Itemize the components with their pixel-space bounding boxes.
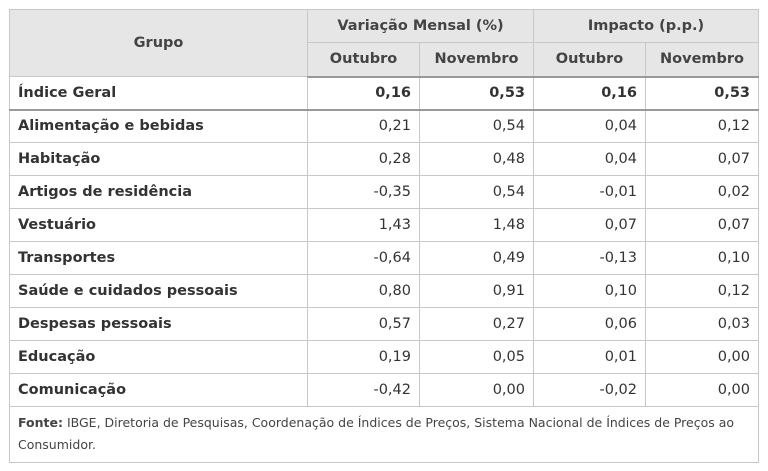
cell-variation-november: 0,27 bbox=[419, 307, 534, 341]
cell-variation-november: 0,49 bbox=[419, 241, 534, 275]
cell-impact-november: 0,03 bbox=[644, 307, 760, 341]
cell-variation-october: -0,35 bbox=[307, 175, 420, 209]
cell-impact-october: 0,16 bbox=[533, 76, 646, 111]
table-row: Vestuário 1,43 1,48 0,07 0,07 bbox=[9, 208, 760, 242]
source-row: Fonte: IBGE, Diretoria de Pesquisas, Coo… bbox=[8, 406, 760, 463]
cell-variation-october: 0,21 bbox=[307, 109, 420, 143]
cell-variation-november: 0,48 bbox=[419, 142, 534, 176]
cell-impact-october: -0,02 bbox=[533, 373, 646, 407]
impact-header: Impacto (p.p.) bbox=[532, 9, 760, 43]
row-label: Vestuário bbox=[9, 208, 308, 242]
row-label: Índice Geral bbox=[9, 76, 308, 111]
row-label: Comunicação bbox=[9, 373, 308, 407]
table-body: Índice Geral 0,16 0,53 0,16 0,53 Aliment… bbox=[8, 76, 760, 463]
cell-impact-november: 0,07 bbox=[644, 142, 760, 176]
cell-impact-october: 0,04 bbox=[533, 142, 646, 176]
cell-impact-october: -0,13 bbox=[533, 241, 646, 275]
sub-header-variation-november: Novembro bbox=[419, 42, 534, 78]
cell-variation-november: 0,05 bbox=[419, 340, 534, 374]
cell-impact-october: 0,01 bbox=[533, 340, 646, 374]
row-label: Despesas pessoais bbox=[9, 307, 308, 341]
table-row: Educação 0,19 0,05 0,01 0,00 bbox=[9, 340, 760, 374]
source-label: Fonte: bbox=[18, 415, 63, 430]
row-label: Artigos de residência bbox=[9, 175, 308, 209]
cell-impact-november: 0,12 bbox=[644, 109, 760, 143]
cell-impact-november: 0,00 bbox=[644, 373, 760, 407]
cell-variation-october: 0,80 bbox=[307, 274, 420, 308]
cell-variation-october: -0,64 bbox=[307, 241, 420, 275]
source-note: Fonte: IBGE, Diretoria de Pesquisas, Coo… bbox=[8, 406, 760, 463]
cell-variation-october: 1,43 bbox=[307, 208, 420, 242]
cell-variation-november: 0,00 bbox=[419, 373, 534, 407]
cell-variation-november: 0,54 bbox=[419, 175, 534, 209]
header-row-top: Grupo Variação Mensal (%) Impacto (p.p.) bbox=[9, 9, 760, 77]
table-row: Transportes -0,64 0,49 -0,13 0,10 bbox=[9, 241, 760, 275]
table-row: Saúde e cuidados pessoais 0,80 0,91 0,10… bbox=[9, 274, 760, 308]
group-column-header: Grupo bbox=[9, 9, 308, 77]
row-label: Habitação bbox=[9, 142, 308, 176]
table-container: Grupo Variação Mensal (%) Impacto (p.p.)… bbox=[8, 9, 760, 463]
source-text: IBGE, Diretoria de Pesquisas, Coordenaçã… bbox=[18, 415, 735, 452]
table-row: Comunicação -0,42 0,00 -0,02 0,00 bbox=[9, 373, 760, 407]
row-label: Saúde e cuidados pessoais bbox=[9, 274, 308, 308]
cell-variation-november: 0,53 bbox=[419, 76, 534, 111]
cell-variation-october: 0,16 bbox=[307, 76, 420, 111]
sub-header-impact-october: Outubro bbox=[533, 42, 646, 78]
cell-variation-november: 0,54 bbox=[419, 109, 534, 143]
price-index-table: Grupo Variação Mensal (%) Impacto (p.p.)… bbox=[8, 9, 760, 463]
cell-impact-october: 0,04 bbox=[533, 109, 646, 143]
header-row-sub: Outubro Novembro Outubro Novembro bbox=[10, 42, 760, 78]
row-label: Transportes bbox=[9, 241, 308, 275]
monthly-variation-header: Variação Mensal (%) bbox=[307, 9, 534, 43]
cell-variation-october: 0,19 bbox=[307, 340, 420, 374]
cell-impact-october: -0,01 bbox=[533, 175, 646, 209]
cell-variation-october: 0,57 bbox=[307, 307, 420, 341]
table-header: Grupo Variação Mensal (%) Impacto (p.p.)… bbox=[9, 9, 760, 78]
sub-header-impact-november: Novembro bbox=[644, 42, 760, 78]
table-row: Alimentação e bebidas 0,21 0,54 0,04 0,1… bbox=[9, 109, 760, 143]
sub-header-variation-october: Outubro bbox=[307, 42, 420, 78]
table-row-indice-geral: Índice Geral 0,16 0,53 0,16 0,53 bbox=[9, 76, 760, 111]
cell-variation-october: 0,28 bbox=[307, 142, 420, 176]
table-row: Artigos de residência -0,35 0,54 -0,01 0… bbox=[9, 175, 760, 209]
cell-impact-november: 0,10 bbox=[644, 241, 760, 275]
cell-impact-november: 0,02 bbox=[644, 175, 760, 209]
table-row: Habitação 0,28 0,48 0,04 0,07 bbox=[9, 142, 760, 176]
cell-impact-november: 0,07 bbox=[644, 208, 760, 242]
cell-impact-october: 0,06 bbox=[533, 307, 646, 341]
cell-impact-november: 0,00 bbox=[644, 340, 760, 374]
cell-impact-october: 0,10 bbox=[533, 274, 646, 308]
row-label: Alimentação e bebidas bbox=[9, 109, 308, 143]
table-row: Despesas pessoais 0,57 0,27 0,06 0,03 bbox=[9, 307, 760, 341]
cell-variation-october: -0,42 bbox=[307, 373, 420, 407]
cell-variation-november: 0,91 bbox=[419, 274, 534, 308]
cell-impact-november: 0,12 bbox=[644, 274, 760, 308]
cell-impact-november: 0,53 bbox=[644, 76, 760, 111]
cell-variation-november: 1,48 bbox=[419, 208, 534, 242]
cell-impact-october: 0,07 bbox=[533, 208, 646, 242]
row-label: Educação bbox=[9, 340, 308, 374]
